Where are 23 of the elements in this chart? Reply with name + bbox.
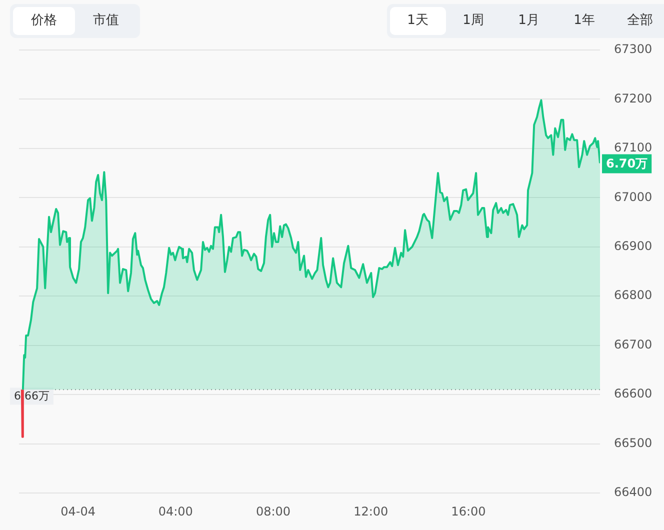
text: 价格 <box>13 7 75 35</box>
y-tick-label: 66500 <box>614 436 652 450</box>
y-tick-label: 66400 <box>614 485 652 500</box>
x-tick-label: 04:00 <box>158 504 193 518</box>
y-tick-label: 66600 <box>614 386 652 401</box>
x-tick-label: 16:00 <box>451 504 486 518</box>
text: 全部 <box>626 12 654 30</box>
annotation: 6.70万 <box>606 156 648 170</box>
text: 1周 <box>462 12 485 30</box>
y-tick-label: 67000 <box>614 190 652 204</box>
text: 1月 <box>517 12 540 30</box>
text: 市值 <box>92 12 120 30</box>
y-tick-label: 66900 <box>614 239 652 254</box>
x-tick-label: 04-04 <box>60 504 96 518</box>
y-tick-label: 67100 <box>614 140 652 155</box>
text: 1年 <box>572 12 596 30</box>
x-tick-label: 08:00 <box>256 504 291 518</box>
y-tick-label: 67300 <box>614 42 652 56</box>
y-tick-label: 67200 <box>614 91 652 106</box>
y-tick-label: 66800 <box>614 288 652 302</box>
y-tick-label: 66700 <box>614 337 652 352</box>
x-tick-label: 12:00 <box>354 504 388 518</box>
text: 1天 <box>390 7 446 35</box>
